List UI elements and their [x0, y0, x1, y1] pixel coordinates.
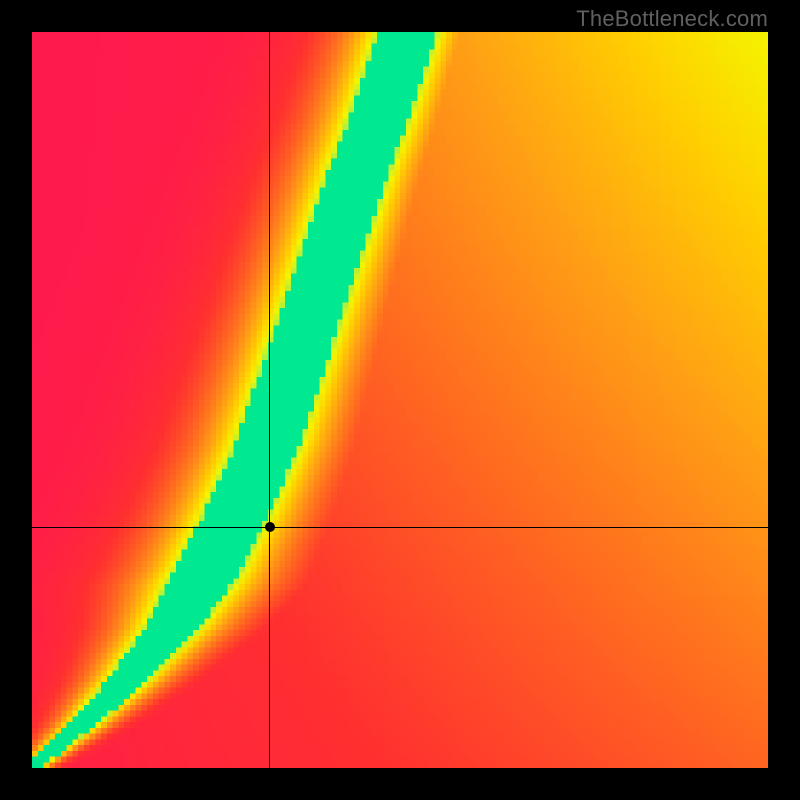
crosshair-dot [265, 522, 275, 532]
watermark-text: TheBottleneck.com [576, 6, 768, 32]
bottleneck-heatmap [32, 32, 768, 768]
crosshair-horizontal [32, 527, 768, 528]
crosshair-vertical [269, 32, 270, 768]
